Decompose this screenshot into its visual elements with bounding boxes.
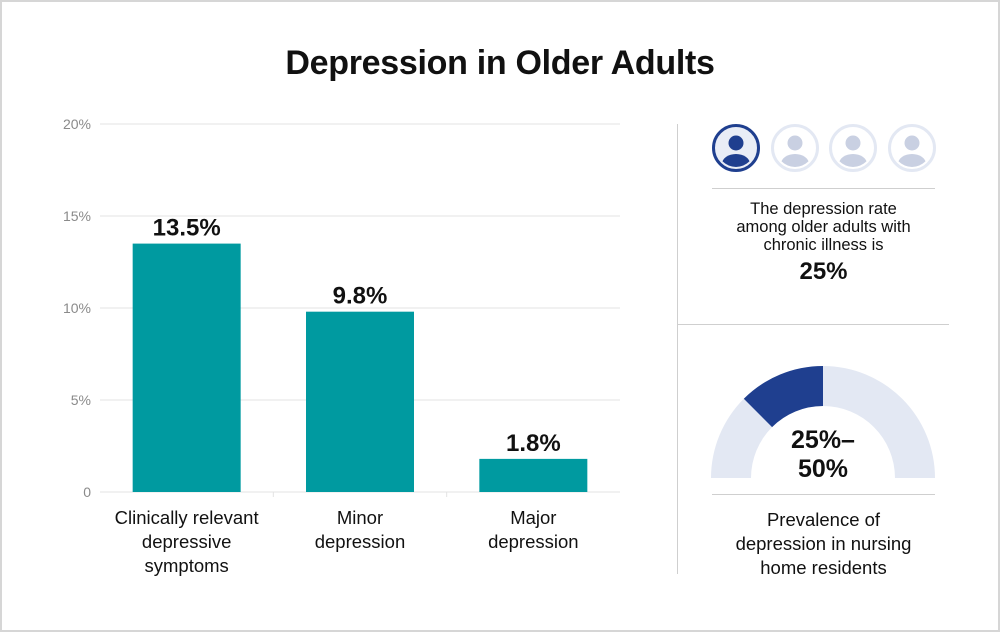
person-icon [770, 124, 819, 172]
bar-value-label: 9.8% [333, 283, 388, 310]
bar [479, 458, 588, 492]
bar-value-label: 1.8% [506, 430, 561, 457]
x-tick-label: Clinically relevant depressive symptoms [114, 507, 259, 576]
avatar-row [712, 124, 936, 174]
y-tick-label: 20% [63, 116, 91, 132]
y-tick-label: 0 [83, 484, 91, 500]
horizontal-divider [678, 324, 949, 325]
chronic-illness-value: 25% [799, 258, 848, 285]
chronic-illness-text: The depression rate among older adults w… [736, 200, 911, 254]
vertical-divider [677, 124, 678, 574]
bar [132, 243, 241, 492]
y-tick-label: 15% [63, 208, 91, 224]
gauge-caption: Prevalence of depression in nursing home… [735, 509, 912, 578]
nursing-home-gauge [711, 366, 935, 478]
x-tick-label: Major depression [488, 507, 579, 552]
x-tick-label: Minor depression [314, 507, 406, 552]
person-icon [712, 124, 760, 172]
y-tick-label: 10% [63, 300, 91, 316]
gauge-divider [712, 494, 935, 495]
avatar-divider [712, 188, 935, 189]
chart-title: Depression in Older Adults [285, 44, 715, 82]
y-tick-label: 5% [71, 392, 91, 408]
person-icon [829, 124, 878, 172]
person-icon [887, 124, 936, 172]
bar-value-label: 13.5% [153, 215, 221, 242]
gauge-range-fill [743, 366, 823, 428]
bar [306, 311, 414, 492]
bar-chart: 0 5% 10% 15% 20% 13.5% 9.8% 1.8% [63, 116, 620, 500]
gauge-value-label: 25%– 50% [791, 426, 855, 483]
